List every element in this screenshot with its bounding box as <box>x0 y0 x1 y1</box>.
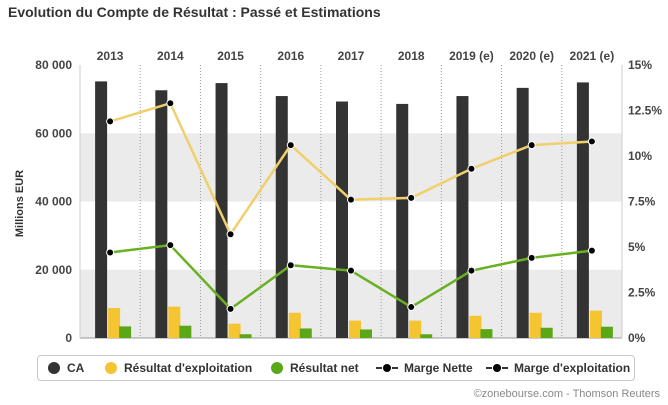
marge-nette-point <box>286 261 295 270</box>
x-tick-label: 2013 <box>97 49 124 63</box>
marge-nette-point <box>407 303 416 312</box>
ca-bar <box>155 90 168 338</box>
y2-tick-label: 0% <box>628 331 646 345</box>
net-bar <box>179 325 192 338</box>
legend-item-net[interactable]: Résultat net <box>271 356 359 380</box>
exploitation-bar <box>228 323 241 338</box>
exploitation-bar <box>529 312 542 338</box>
marge-nette-point <box>587 246 596 255</box>
legend-label-ca: CA <box>67 361 85 375</box>
marge-exploitation-point <box>467 164 476 173</box>
ca-bar <box>516 87 529 339</box>
exploitation-bar <box>409 320 422 338</box>
y2-tick-label: 12.5% <box>628 104 662 118</box>
y-axis-label: Millions EUR <box>14 170 26 237</box>
net-legend-marker <box>271 362 283 374</box>
x-tick-label: 2015 <box>217 49 244 63</box>
exploitation-bar <box>108 307 121 338</box>
marge-nette-point <box>467 266 476 275</box>
ca-bar <box>215 83 228 339</box>
marge-exploitation-point <box>587 137 596 146</box>
x-tick-label: 2020 (e) <box>509 49 554 63</box>
y-tick-label: 20 000 <box>35 263 72 277</box>
y2-tick-label: 2.5% <box>628 286 656 300</box>
legend-item-exploitation[interactable]: Résultat d'exploitation <box>105 356 252 380</box>
x-tick-label: 2018 <box>398 49 425 63</box>
marge-nette-point <box>226 304 235 313</box>
y-tick-label: 40 000 <box>35 195 72 209</box>
legend-label-net: Résultat net <box>290 361 359 375</box>
net-bar <box>540 327 553 338</box>
y2-tick-label: 10% <box>628 149 652 163</box>
marge-nette-legend-marker <box>376 362 398 374</box>
legend-item-marge-nette[interactable]: Marge Nette <box>376 356 473 380</box>
marge-exploitation-point <box>226 230 235 239</box>
marge-exploitation-point <box>527 141 536 150</box>
ca-bar <box>275 96 288 339</box>
legend-item-ca[interactable]: CA <box>48 356 84 380</box>
ca-bar <box>576 82 589 338</box>
marge-exploitation-point <box>286 141 295 150</box>
marge-exploitation-point <box>106 117 115 126</box>
y-tick-label: 80 000 <box>35 58 72 72</box>
exploitation-bar <box>288 312 301 338</box>
exploitation-bar <box>168 306 181 338</box>
y2-tick-label: 5% <box>628 240 646 254</box>
marge-nette-point <box>527 253 536 262</box>
y2-tick-label: 7.5% <box>628 195 656 209</box>
legend: CA Résultat d'exploitation Résultat net … <box>37 355 635 381</box>
marge-exploitation-point <box>347 195 355 204</box>
net-bar <box>239 334 252 338</box>
x-tick-label: 2021 (e) <box>570 49 615 63</box>
exploitation-bar <box>349 320 361 338</box>
legend-item-marge-exploitation[interactable]: Marge d'exploitation <box>486 356 630 380</box>
marge-exploitation-point <box>407 193 416 202</box>
net-bar <box>420 334 433 338</box>
ca-legend-marker <box>48 362 60 374</box>
credit-text: ©zonebourse.com - Thomson Reuters <box>473 388 660 400</box>
y2-tick-label: 15% <box>628 58 652 72</box>
marge-exploitation-legend-marker <box>486 362 508 374</box>
exploitation-bar <box>589 310 602 338</box>
legend-label-marge-nette: Marge Nette <box>404 361 473 375</box>
marge-nette-point <box>106 248 115 257</box>
legend-label-marge-exploitation: Marge d'exploitation <box>514 361 631 375</box>
net-bar <box>299 328 312 338</box>
net-bar <box>360 329 372 338</box>
ca-bar <box>396 103 409 338</box>
marge-nette-point <box>347 266 355 275</box>
marge-exploitation-point <box>166 99 175 108</box>
ca-bar <box>336 101 348 338</box>
net-bar <box>480 329 493 338</box>
y-tick-label: 0 <box>65 331 72 345</box>
net-bar <box>600 326 613 338</box>
ca-bar <box>456 96 469 339</box>
chart-title: Evolution du Compte de Résultat : Passé … <box>8 4 381 20</box>
y-tick-label: 60 000 <box>35 126 72 140</box>
legend-label-exploitation: Résultat d'exploitation <box>124 361 253 375</box>
x-tick-label: 2019 (e) <box>449 49 494 63</box>
x-tick-label: 2016 <box>277 49 304 63</box>
x-tick-label: 2017 <box>338 49 365 63</box>
net-bar <box>119 326 132 338</box>
x-tick-label: 2014 <box>157 49 184 63</box>
ca-bar <box>95 81 108 338</box>
exploitation-legend-marker <box>105 362 117 374</box>
exploitation-bar <box>469 315 482 338</box>
marge-nette-point <box>166 241 175 250</box>
